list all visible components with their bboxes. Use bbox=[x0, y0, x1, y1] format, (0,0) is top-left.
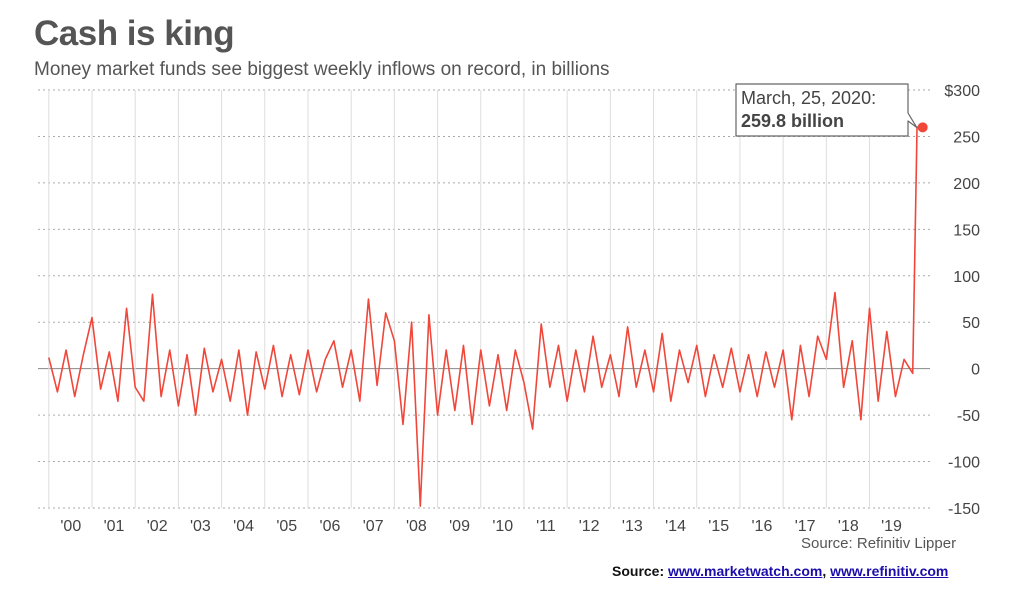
series-group bbox=[48, 126, 923, 507]
x-axis-tick-labels: '00 '01 '02 '03 '04 '05 '06 '07 '08 '09 '10 '11 '12 '… bbox=[60, 518, 902, 535]
y-tick-label: 150 bbox=[953, 222, 980, 239]
annotation-callout-box bbox=[735, 83, 918, 137]
chart-title: Cash is king bbox=[34, 14, 235, 53]
x-tick-label: '02 bbox=[147, 518, 168, 535]
x-tick-label: '09 bbox=[449, 518, 470, 535]
refinitiv-link[interactable]: www.refinitiv.com bbox=[830, 563, 949, 579]
x-tick-label: '05 bbox=[276, 518, 297, 535]
x-tick-label: '17 bbox=[795, 518, 816, 535]
series-line bbox=[48, 126, 923, 507]
x-tick-label: '04 bbox=[233, 518, 254, 535]
y-tick-label: 250 bbox=[953, 129, 980, 146]
annotation-date-label: March, 25, 2020: bbox=[741, 88, 876, 108]
x-tick-label: '14 bbox=[665, 518, 686, 535]
footer-separator: , bbox=[822, 563, 827, 579]
chart-subtitle: Money market funds see biggest weekly in… bbox=[34, 59, 610, 80]
annotation-point-marker bbox=[917, 122, 928, 133]
marketwatch-link[interactable]: www.marketwatch.com bbox=[668, 563, 823, 579]
x-tick-label: '10 bbox=[492, 518, 513, 535]
y-tick-label: 200 bbox=[953, 176, 980, 193]
x-tick-label: '03 bbox=[190, 518, 211, 535]
horizontal-gridlines bbox=[38, 89, 930, 509]
y-tick-label: -150 bbox=[948, 501, 980, 518]
x-tick-label: '11 bbox=[536, 518, 556, 535]
x-tick-label: '01 bbox=[104, 518, 125, 535]
y-tick-label: 0 bbox=[971, 362, 980, 379]
x-tick-label: '16 bbox=[752, 518, 773, 535]
x-tick-label: '07 bbox=[363, 518, 384, 535]
annotation-group: March, 25, 2020: 259.8 billion bbox=[735, 83, 928, 137]
y-tick-label: 50 bbox=[962, 315, 980, 332]
x-tick-label: '18 bbox=[838, 518, 859, 535]
x-tick-label: '13 bbox=[622, 518, 643, 535]
x-tick-label: '00 bbox=[60, 518, 81, 535]
source-note: Source: Refinitiv Lipper bbox=[801, 535, 957, 552]
x-tick-label: '12 bbox=[579, 518, 600, 535]
footer-sources: Source: www.marketwatch.com, www.refinit… bbox=[612, 563, 948, 579]
vertical-gridlines bbox=[48, 90, 871, 508]
y-axis-tick-labels: $300 250 200 150 100 50 0 -50 -100 -150 bbox=[944, 83, 980, 518]
y-tick-label: 100 bbox=[953, 269, 980, 286]
y-tick-label: $300 bbox=[944, 83, 980, 100]
x-tick-label: '08 bbox=[406, 518, 427, 535]
x-tick-label: '19 bbox=[881, 518, 902, 535]
y-tick-label: -50 bbox=[957, 408, 980, 425]
footer-prefix: Source: bbox=[612, 563, 665, 579]
x-tick-label: '15 bbox=[708, 518, 729, 535]
x-tick-label: '06 bbox=[320, 518, 341, 535]
annotation-value-label: 259.8 billion bbox=[741, 111, 844, 131]
y-tick-label: -100 bbox=[948, 455, 980, 472]
